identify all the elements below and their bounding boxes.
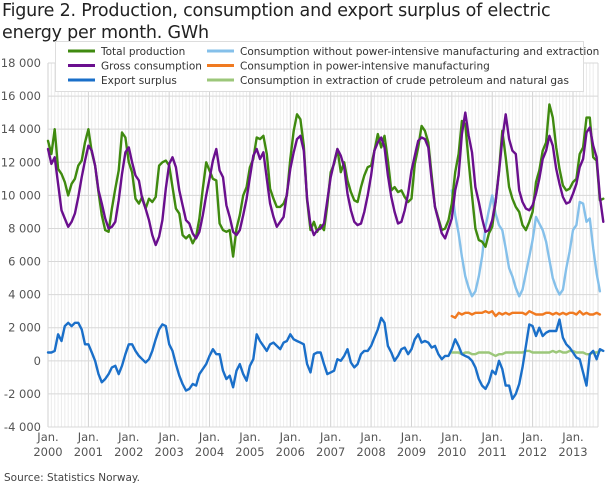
source-note: Source: Statistics Norway. — [4, 472, 140, 484]
x-tick-label-month: Jan. — [198, 430, 220, 444]
x-tick-label-year: 2005 — [235, 445, 264, 459]
x-tick-label-month: Jan. — [77, 430, 99, 444]
series-line-total-production — [46, 103, 605, 258]
legend: Total production Gross consumption Export … — [55, 41, 599, 92]
x-tick-label-month: Jan. — [36, 430, 58, 444]
x-tick-label-year: 2008 — [356, 445, 385, 459]
series-line-consumption-in-power-intensive-manufacturing — [450, 310, 602, 319]
x-tick-label-month: Jan. — [157, 430, 179, 444]
x-axis: Jan.2000Jan.2001Jan.2002Jan.2003Jan.2004… — [33, 430, 587, 459]
x-tick-label-month: Jan. — [561, 430, 583, 444]
x-tick-label-month: Jan. — [481, 430, 503, 444]
legend-label: Gross consumption — [101, 61, 202, 73]
x-tick-label-month: Jan. — [117, 430, 139, 444]
x-tick-label-month: Jan. — [400, 430, 422, 444]
major-gridlines — [47, 62, 599, 428]
y-tick-label: 14 000 — [1, 122, 41, 136]
y-tick-label: -2 000 — [4, 387, 41, 401]
legend-label: Consumption in extraction of crude petro… — [240, 75, 569, 87]
x-tick-label-month: Jan. — [279, 430, 301, 444]
legend-label: Consumption without power-intensive manu… — [240, 46, 599, 58]
x-tick-label-year: 2009 — [397, 445, 426, 459]
x-tick-label-year: 2002 — [114, 445, 143, 459]
x-tick-label-month: Jan. — [521, 430, 543, 444]
series-line-gross-consumption — [46, 111, 605, 247]
y-tick-label: 12 000 — [1, 155, 41, 169]
y-tick-label: 18 000 — [1, 56, 41, 70]
legend-label: Consumption in power-intensive manufactu… — [240, 61, 490, 73]
x-tick-label-year: 2000 — [33, 445, 62, 459]
y-tick-label: 6 000 — [8, 255, 41, 269]
x-tick-label-month: Jan. — [440, 430, 462, 444]
x-tick-label-year: 2001 — [74, 445, 103, 459]
series-line-consumption-without-power-intensive-manufacturing-and-extraction — [450, 189, 602, 298]
x-tick-label-year: 2003 — [155, 445, 184, 459]
x-tick-label-year: 2007 — [316, 445, 345, 459]
x-tick-label-year: 2004 — [195, 445, 224, 459]
x-tick-label-year: 2006 — [276, 445, 305, 459]
y-tick-label: 4 000 — [8, 288, 41, 302]
y-tick-label: 0 — [34, 354, 41, 368]
series-lines — [46, 103, 605, 401]
x-tick-label-year: 2010 — [437, 445, 466, 459]
x-tick-label-year: 2011 — [478, 445, 507, 459]
x-tick-label-year: 2012 — [518, 445, 547, 459]
y-tick-label: 16 000 — [1, 89, 41, 103]
y-tick-label: -4 000 — [4, 420, 41, 434]
x-tick-label-month: Jan. — [238, 430, 260, 444]
legend-label: Export surplus — [101, 75, 177, 87]
y-axis: -4 000 -2 000 0 2 000 4 000 6 000 8 000 10 000 1… — [1, 56, 41, 434]
legend-label: Total production — [100, 46, 185, 58]
y-tick-label: 8 000 — [8, 221, 41, 235]
series-line-export-surplus — [46, 316, 605, 401]
y-tick-label: 2 000 — [8, 321, 41, 335]
minor-gridlines — [50, 63, 594, 427]
legend-box — [55, 41, 584, 92]
x-tick-label-year: 2013 — [558, 445, 587, 459]
figure-title: Figure 2. Production, consumption and ex… — [2, 1, 551, 43]
x-tick-label-month: Jan. — [319, 430, 341, 444]
x-tick-label-month: Jan. — [359, 430, 381, 444]
y-tick-label: 10 000 — [1, 188, 41, 202]
